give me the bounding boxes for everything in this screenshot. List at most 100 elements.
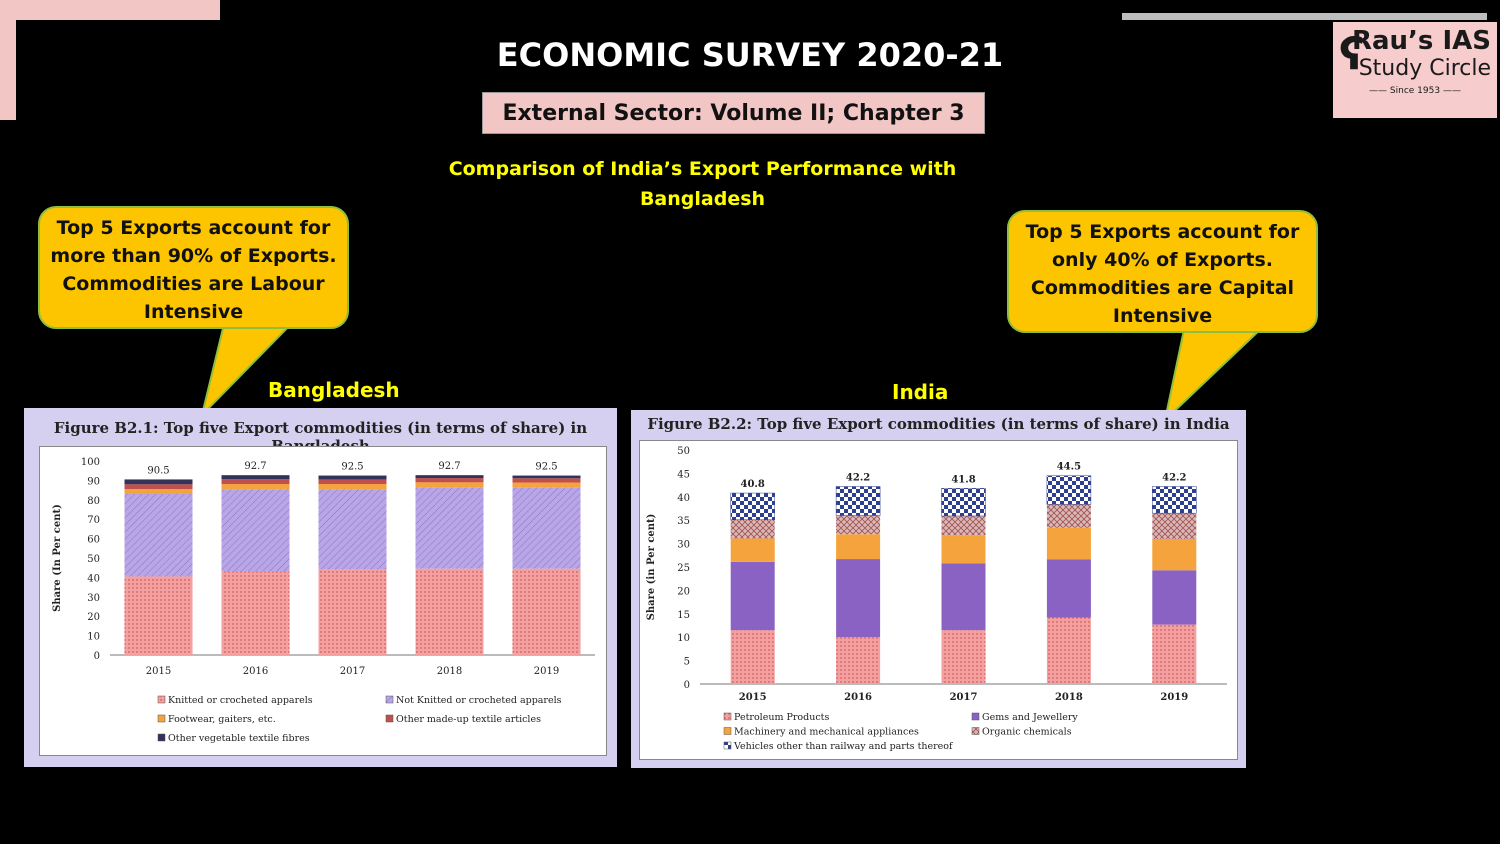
y-tick-label: 30	[87, 593, 100, 604]
legend-swatch	[971, 712, 980, 721]
y-tick-label: 40	[677, 493, 690, 504]
corner-decoration	[0, 0, 220, 20]
bar-segment	[221, 475, 290, 480]
y-tick-label: 80	[87, 496, 100, 507]
bar-total-label: 92.5	[535, 462, 557, 473]
bar-segment	[941, 563, 986, 631]
x-tick-label: 2015	[739, 692, 767, 703]
bar-segment	[318, 479, 387, 485]
bar-segment	[836, 559, 881, 638]
bar-segment	[124, 479, 193, 485]
bar-segment	[221, 484, 290, 490]
callout-left-line4: Intensive	[143, 301, 244, 323]
bar-segment	[318, 569, 387, 655]
label-india: India	[892, 380, 949, 404]
callout-right-line4: Intensive	[1112, 305, 1213, 327]
callout-right-line2: only 40% of Exports.	[1052, 249, 1273, 271]
chart-svg-bangladesh: Share (In Per cent) 0 10 20 30 40 50 60 70 80 90 10…	[52, 457, 595, 744]
legend-swatch	[723, 727, 732, 735]
comparison-line2: Bangladesh	[639, 188, 766, 210]
bar-segment	[836, 534, 881, 560]
corner-decoration-vertical	[0, 0, 16, 120]
bar-segment	[221, 479, 290, 485]
legend-label: Footwear, gaiters, etc.	[168, 714, 276, 725]
logo-line1: Rau’s IAS	[1351, 26, 1491, 56]
chart-area-india: Share (in Per cent) 0 5 10 15 20 25 30 35 40 45 50 4…	[639, 440, 1238, 760]
legend-swatch	[723, 712, 732, 721]
x-tick-label: 2019	[1160, 692, 1188, 703]
x-tick-label: 2015	[146, 666, 171, 677]
bar-segment	[730, 561, 775, 631]
callout-right: Top 5 Exports account for only 40% of Ex…	[1007, 210, 1318, 333]
bar-segment	[1152, 486, 1197, 514]
bar-segment	[124, 484, 193, 490]
bar-segment	[415, 487, 484, 569]
bar-segment	[941, 488, 986, 517]
bar-total-label: 90.5	[147, 465, 169, 476]
legend-label: Machinery and mechanical appliances	[734, 727, 919, 738]
y-axis-label: Share (In Per cent)	[52, 504, 63, 612]
y-tick-label: 45	[677, 469, 690, 480]
bar-segment	[124, 493, 193, 577]
slide-subtitle: External Sector: Volume II; Chapter 3	[482, 92, 985, 134]
bar-segment	[836, 637, 881, 684]
callout-right-line1: Top 5 Exports account for	[1025, 221, 1300, 243]
bar-segment	[1152, 624, 1197, 684]
logo-line3: —— Since 1953 ——	[1369, 86, 1461, 96]
y-tick-label: 50	[677, 446, 690, 457]
legend-label: Petroleum Products	[734, 712, 829, 723]
callout-left-line3: Commodities are Labour	[62, 273, 325, 295]
legend-swatch	[723, 741, 732, 750]
bar-segment	[1046, 475, 1092, 505]
x-tick-label: 2016	[844, 692, 872, 703]
comparison-line1: Comparison of India’s Export Performance…	[448, 158, 957, 180]
label-bangladesh: Bangladesh	[268, 378, 400, 402]
callout-left-line2: more than 90% of Exports.	[50, 245, 337, 267]
callout-right-line3: Commodities are Capital	[1030, 277, 1295, 299]
bar-segment	[1152, 538, 1197, 571]
legend-label: Organic chemicals	[982, 727, 1072, 738]
bar-total-label: 42.2	[846, 473, 870, 484]
bar-segment	[512, 478, 581, 483]
chart-svg-india: Share (in Per cent) 0 5 10 15 20 25 30 35 40 45 50 4…	[646, 446, 1227, 752]
bar-segment	[941, 515, 986, 536]
legend-label: Other vegetable textile fibres	[168, 733, 310, 744]
bar-segment	[318, 475, 387, 480]
legend-swatch	[157, 695, 166, 704]
y-axis-label: Share (in Per cent)	[646, 514, 657, 621]
bar-total-label: 41.8	[951, 474, 975, 485]
top-rule	[1122, 13, 1487, 20]
logo-line2: Study Circle	[1358, 56, 1491, 81]
chart-title-india: Figure B2.2: Top five Export commodities…	[647, 415, 1230, 433]
y-tick-label: 50	[87, 554, 100, 565]
legend-swatch	[971, 727, 980, 735]
legend-label: Other made-up textile articles	[396, 714, 541, 725]
bar-total-label: 92.7	[244, 461, 266, 472]
legend-label: Vehicles other than railway and parts th…	[733, 741, 954, 752]
y-tick-label: 90	[87, 476, 100, 487]
legend-swatch	[157, 714, 166, 723]
bar-segment	[1046, 617, 1091, 684]
x-tick-label: 2018	[437, 666, 462, 677]
legend-label: Gems and Jewellery	[982, 712, 1078, 723]
legend-swatch	[385, 714, 394, 723]
bar-segment	[1152, 570, 1197, 625]
bar-segment	[415, 568, 484, 655]
brand-logo: ʕ Rau’s IAS Study Circle —— Since 1953 —…	[1333, 22, 1497, 118]
bar-segment	[221, 489, 290, 572]
y-tick-label: 5	[684, 657, 690, 668]
x-tick-label: 2016	[243, 666, 268, 677]
bar-total-label: 40.8	[741, 479, 765, 490]
bar-total-label: 42.2	[1162, 473, 1186, 484]
callout-left-line1: Top 5 Exports account for	[56, 217, 331, 239]
y-tick-label: 25	[677, 563, 690, 574]
x-tick-label: 2018	[1055, 692, 1083, 703]
bar-segment	[124, 576, 193, 655]
comparison-heading: Comparison of India’s Export Performance…	[430, 154, 975, 214]
y-tick-label: 15	[677, 610, 690, 621]
y-tick-label: 100	[81, 457, 100, 468]
y-tick-label: 10	[87, 632, 100, 643]
bar-segment	[730, 538, 775, 562]
chart-panel-india: Figure B2.2: Top five Export commodities…	[631, 410, 1246, 768]
y-tick-label: 0	[684, 680, 690, 691]
